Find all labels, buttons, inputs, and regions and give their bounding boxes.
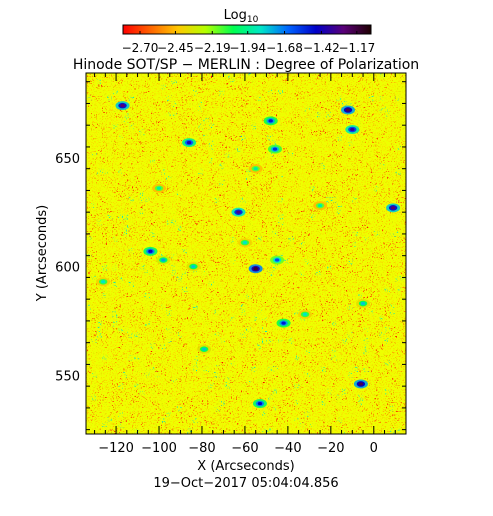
x-axis-label: X (Arcseconds) <box>197 459 294 474</box>
colorbar-title-subscript: 10 <box>247 15 259 25</box>
y-tick-label: 550 <box>55 369 80 384</box>
colorbar-title: Log10 <box>224 8 259 25</box>
patch-core <box>281 321 286 325</box>
x-tick-label: −120 <box>98 441 134 456</box>
patch-core <box>242 241 248 245</box>
patch-core <box>201 347 207 351</box>
timestamp: 19−Oct−2017 05:04:04.856 <box>153 476 338 491</box>
plot-area <box>86 73 406 434</box>
colorbar: Log10 −2.70−2.45 −2.19−1.94 −1.68 −1.42−1.1… <box>122 8 376 55</box>
colorbar-tick-label: −1.17 <box>338 41 375 55</box>
colorbar-tick-label: −1.42 <box>303 41 340 55</box>
patch-core <box>253 167 258 171</box>
plot-frame <box>85 72 407 435</box>
patch-core <box>268 119 273 123</box>
patch-core <box>274 258 280 262</box>
y-tick-label: 650 <box>55 152 80 167</box>
patch-core <box>148 249 153 253</box>
colorbar-tick-label: −1.94 <box>229 41 266 55</box>
colorbar-title-base: Log <box>224 8 247 23</box>
patch-core <box>253 267 258 271</box>
patch-core <box>317 204 323 208</box>
patch-core <box>350 127 355 132</box>
y-axis-label: Y (Arcseconds) <box>35 205 50 302</box>
patch-core <box>156 186 162 190</box>
x-tick-label: −100 <box>141 441 177 456</box>
colorbar-ticks: −2.70−2.45 −2.19−1.94 −1.68 −1.42−1.17 <box>122 31 375 55</box>
x-tick-label: −80 <box>188 441 215 456</box>
patch-core <box>358 382 364 386</box>
patch-core <box>191 264 196 269</box>
x-tick-label: 0 <box>370 441 378 456</box>
patch-core <box>390 206 396 210</box>
patch-core <box>236 210 241 214</box>
colorbar-tick-label: −2.70 <box>122 41 159 55</box>
patch-core <box>345 108 351 112</box>
y-axis: 550 600 650 <box>55 81 406 431</box>
patch-core <box>100 280 106 284</box>
polarization-patches <box>96 101 401 409</box>
patch-core <box>360 301 366 306</box>
colorbar-tick-label: −2.19 <box>194 41 231 55</box>
patch-core <box>302 312 308 316</box>
colorbar-tick-label: −1.68 <box>266 41 303 55</box>
colorbar-tick-label: −2.45 <box>157 41 194 55</box>
patch-core <box>186 140 192 145</box>
patch-core <box>120 104 125 108</box>
x-axis: −120 −100 −80 −60 −40 −20 0 <box>94 73 396 456</box>
patch-core <box>161 258 166 262</box>
x-tick-label: −40 <box>274 441 301 456</box>
colorbar-gradient <box>122 24 372 35</box>
patch-core <box>272 147 278 151</box>
chart-title: Hinode SOT/SP − MERLIN : Degree of Polar… <box>73 57 419 73</box>
patch-core <box>257 401 263 406</box>
x-tick-label: −60 <box>231 441 258 456</box>
x-tick-label: −20 <box>317 441 344 456</box>
y-tick-label: 600 <box>55 261 80 276</box>
